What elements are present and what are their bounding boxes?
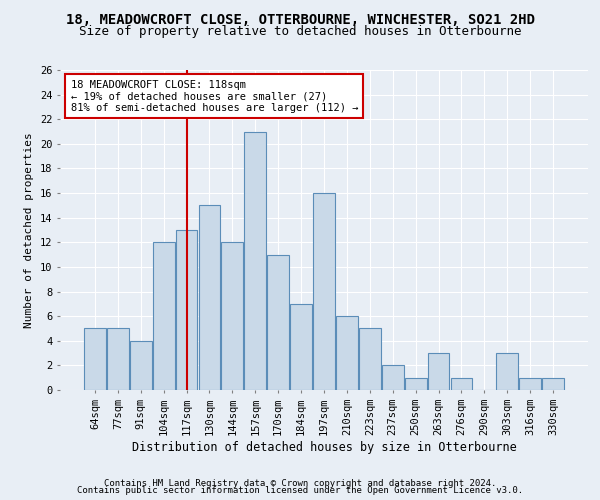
Bar: [290, 304, 312, 390]
Bar: [359, 328, 381, 390]
Text: 18, MEADOWCROFT CLOSE, OTTERBOURNE, WINCHESTER, SO21 2HD: 18, MEADOWCROFT CLOSE, OTTERBOURNE, WINC…: [65, 12, 535, 26]
Bar: [542, 378, 564, 390]
Bar: [176, 230, 197, 390]
Bar: [313, 193, 335, 390]
Y-axis label: Number of detached properties: Number of detached properties: [25, 132, 34, 328]
Bar: [244, 132, 266, 390]
Bar: [153, 242, 175, 390]
Text: 18 MEADOWCROFT CLOSE: 118sqm
← 19% of detached houses are smaller (27)
81% of se: 18 MEADOWCROFT CLOSE: 118sqm ← 19% of de…: [71, 80, 358, 113]
Bar: [336, 316, 358, 390]
Bar: [428, 353, 449, 390]
Bar: [84, 328, 106, 390]
Bar: [520, 378, 541, 390]
Bar: [130, 341, 152, 390]
Text: Size of property relative to detached houses in Otterbourne: Size of property relative to detached ho…: [79, 25, 521, 38]
Bar: [267, 254, 289, 390]
Text: Contains HM Land Registry data © Crown copyright and database right 2024.: Contains HM Land Registry data © Crown c…: [104, 478, 496, 488]
Bar: [405, 378, 427, 390]
Bar: [451, 378, 472, 390]
Bar: [382, 366, 404, 390]
Bar: [107, 328, 128, 390]
Bar: [221, 242, 243, 390]
Bar: [496, 353, 518, 390]
Bar: [199, 206, 220, 390]
Text: Contains public sector information licensed under the Open Government Licence v3: Contains public sector information licen…: [77, 486, 523, 495]
X-axis label: Distribution of detached houses by size in Otterbourne: Distribution of detached houses by size …: [131, 440, 517, 454]
